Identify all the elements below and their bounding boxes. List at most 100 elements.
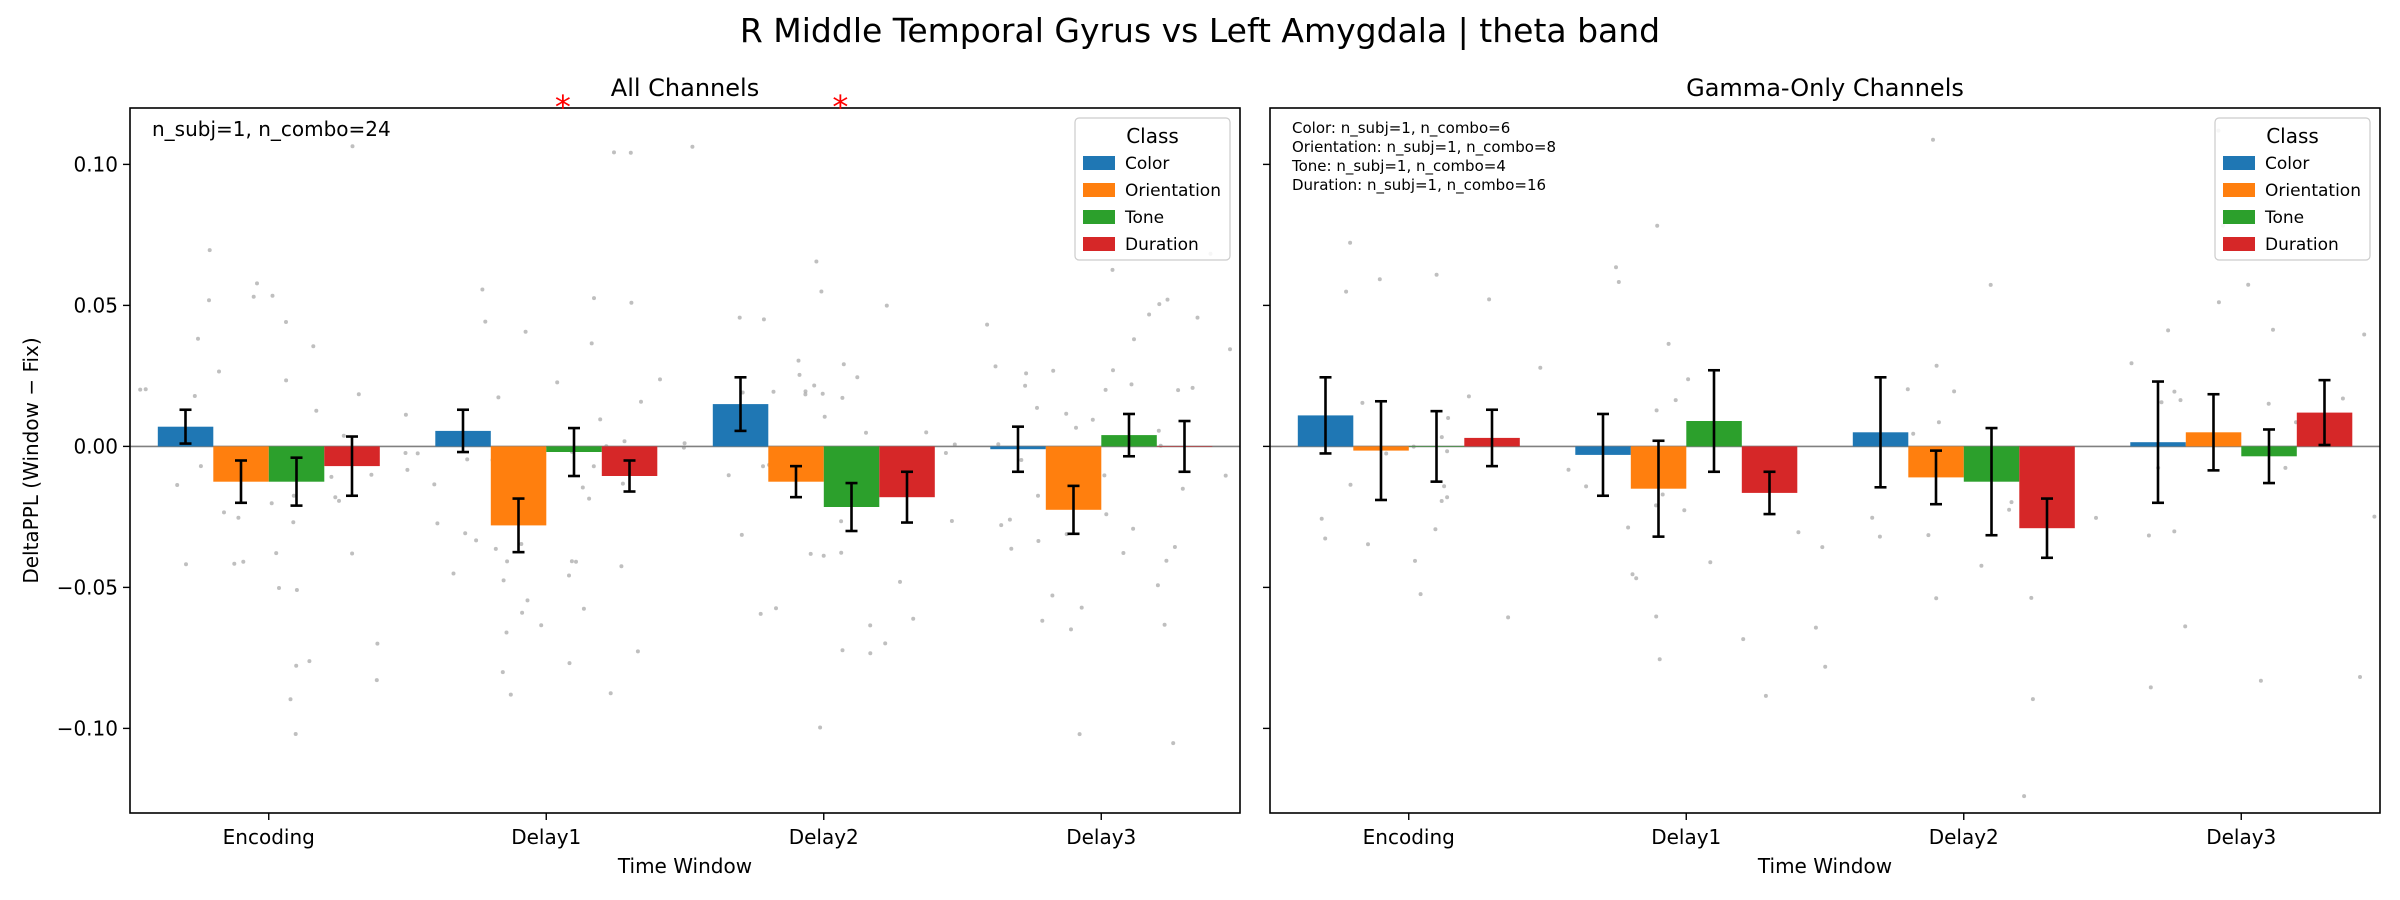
data-point (501, 578, 506, 583)
data-point (1686, 377, 1691, 382)
data-point (184, 562, 188, 567)
error-bar-orientation-encoding (235, 459, 247, 505)
data-point (2166, 328, 2171, 333)
data-point (2266, 401, 2271, 406)
data-point (924, 430, 929, 435)
data-point (1131, 526, 1136, 531)
data-point (1180, 486, 1185, 491)
data-point (1344, 289, 1349, 294)
data-point (2283, 465, 2288, 470)
data-point (274, 551, 279, 556)
data-point (629, 300, 634, 305)
data-point (690, 144, 695, 149)
data-point (569, 559, 574, 564)
error-bar-duration-delay3 (2318, 378, 2331, 447)
data-point (311, 344, 316, 349)
data-point (1433, 527, 1438, 532)
axes-frame (1269, 107, 2381, 814)
data-point (658, 377, 662, 382)
data-point (1584, 484, 1589, 489)
data-point (1446, 416, 1451, 420)
y-tick-label: 0.00 (73, 434, 118, 458)
data-point (1023, 383, 1028, 388)
data-point (403, 451, 408, 455)
data-point (1366, 542, 1370, 547)
data-point (196, 336, 200, 341)
data-point (480, 287, 485, 292)
data-point (1040, 618, 1045, 623)
data-point (539, 623, 544, 628)
data-point (608, 691, 613, 696)
data-point (758, 611, 763, 616)
data-point (822, 414, 827, 419)
legend-swatch-orientation (1083, 183, 1115, 197)
data-point (612, 150, 616, 155)
data-point (2258, 678, 2263, 683)
data-point (236, 515, 241, 520)
data-point (403, 412, 408, 417)
data-point (1442, 484, 1447, 489)
data-point (251, 294, 256, 299)
data-point (2094, 515, 2098, 520)
x-tick-label-delay2: Delay2 (1929, 825, 1999, 849)
data-point (2172, 529, 2177, 534)
data-point (839, 550, 844, 555)
error-bar-orientation-delay1 (512, 497, 525, 554)
data-point (451, 571, 456, 576)
x-tick-label-delay1: Delay1 (511, 825, 581, 849)
data-point (682, 441, 687, 446)
data-point (587, 496, 592, 501)
data-point (797, 372, 802, 377)
significance-marker-delay1: * (555, 88, 571, 126)
annotation: n_subj=1, n_combo=24 (152, 117, 391, 141)
data-point (1673, 398, 1678, 403)
data-point (198, 464, 203, 469)
data-point (1936, 420, 1941, 425)
error-bar-duration-delay2 (2041, 497, 2053, 560)
data-point (868, 623, 873, 628)
data-point (1165, 297, 1170, 302)
data-point (883, 641, 888, 646)
data-point (1104, 512, 1109, 517)
data-point (1654, 614, 1659, 619)
data-point (293, 732, 298, 736)
data-point (993, 364, 998, 369)
data-point (1348, 482, 1353, 487)
data-point (500, 670, 505, 675)
data-point (771, 389, 776, 394)
error-bar-tone-delay3 (1123, 412, 1135, 458)
error-bar-color-delay2 (734, 376, 747, 433)
data-point (2340, 396, 2345, 401)
legend: Class Color Orientation Tone Duration (1074, 117, 1231, 261)
legend-label-tone: Tone (1124, 208, 1164, 228)
data-point (523, 329, 528, 334)
data-point (294, 588, 299, 592)
data-point (143, 387, 148, 392)
data-point (639, 399, 643, 404)
data-point (2148, 685, 2153, 690)
significance-marker-delay2: * (832, 88, 848, 126)
panel-all-channels: −0.10 −0.05 0.00 0.05 0.10 Encoding Delay1 Dela… (19, 74, 1241, 878)
legend-label-tone: Tone (2264, 208, 2304, 228)
data-point (1110, 267, 1115, 272)
data-point (1614, 265, 1618, 270)
data-point (1445, 495, 1450, 500)
data-point (1377, 277, 1382, 282)
panel-title: All Channels (611, 74, 759, 102)
data-point (1877, 534, 1882, 539)
data-point (620, 481, 625, 486)
y-tick-label: −0.10 (57, 716, 118, 740)
data-point (222, 510, 226, 515)
data-point (635, 649, 640, 654)
data-point (207, 248, 212, 253)
data-point (574, 559, 578, 564)
data-point (1074, 425, 1078, 430)
data-point (1934, 363, 1939, 368)
data-point (840, 395, 845, 400)
legend-swatch-duration (2223, 237, 2255, 251)
data-point (1190, 385, 1195, 390)
data-point (1009, 546, 1014, 551)
error-bar-tone-delay1 (568, 426, 580, 478)
error-bar-duration-delay1 (623, 459, 636, 493)
data-point (307, 659, 312, 664)
